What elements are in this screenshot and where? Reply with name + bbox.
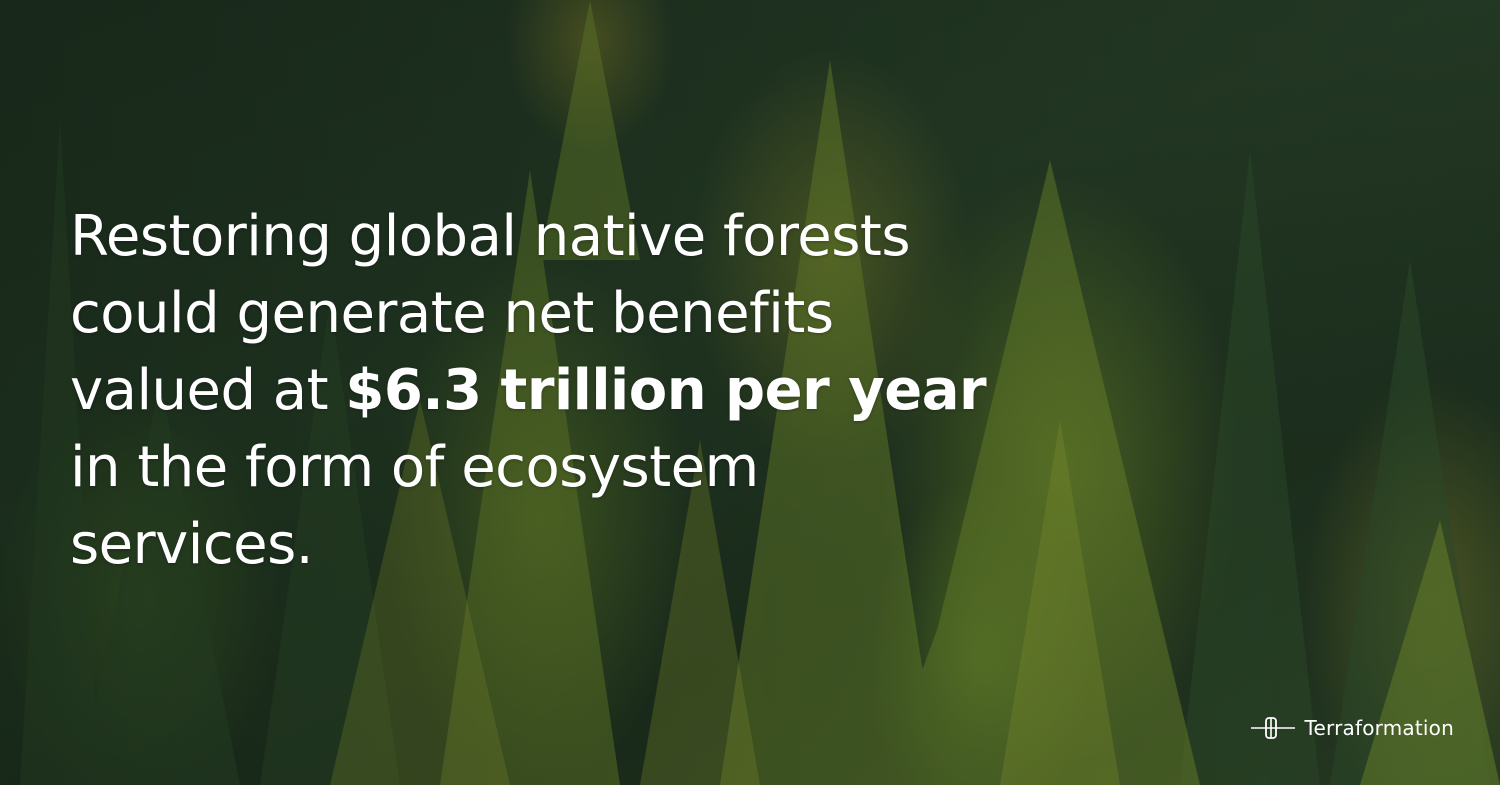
foreground-trees <box>330 400 1120 785</box>
brand-name: Terraformation <box>1304 716 1454 740</box>
headline-emphasis: $6.3 trillion per year <box>345 358 987 423</box>
headline-line-5: services. <box>70 512 314 577</box>
larch-trees <box>440 0 1500 785</box>
headline-line-4: in the form of ecosystem <box>70 435 759 500</box>
headline-line-2: could generate net benefits <box>70 281 834 346</box>
headline-line-1: Restoring global native forests <box>70 204 911 269</box>
terraformation-logo-icon <box>1250 717 1295 739</box>
headline: Restoring global native forests could ge… <box>70 198 1030 583</box>
headline-line-3-prefix: valued at <box>70 358 346 423</box>
brand-logo: Terraformation <box>1250 715 1454 741</box>
